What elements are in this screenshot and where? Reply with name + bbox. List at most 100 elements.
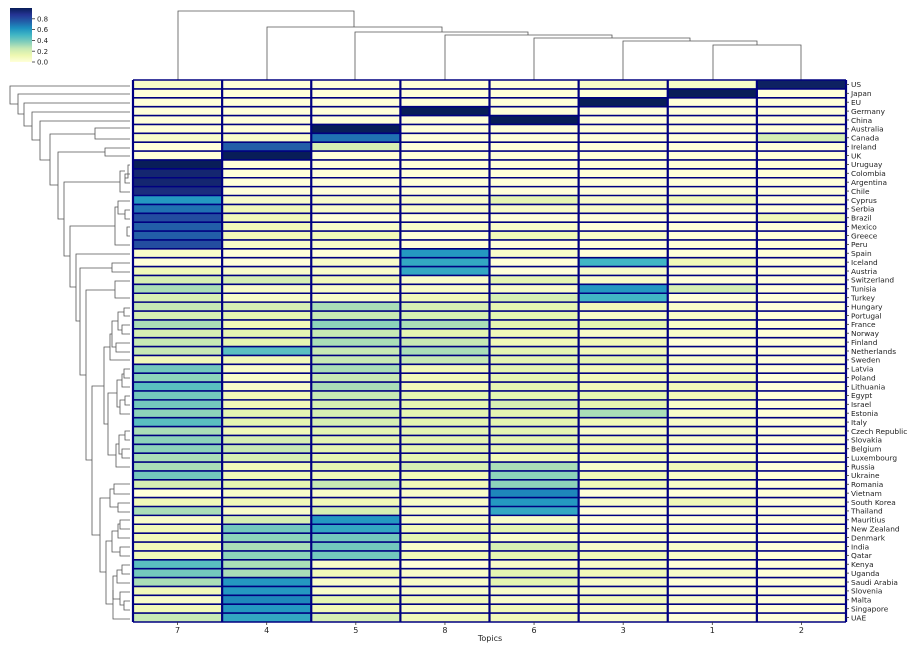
row-label: Argentina — [851, 178, 887, 187]
heatmap-cell — [400, 542, 490, 551]
heatmap-cell — [489, 284, 579, 294]
heatmap-cell — [400, 613, 490, 622]
heatmap-cell — [400, 444, 490, 454]
heatmap-cell — [222, 479, 312, 489]
row-label: Hungary — [851, 302, 883, 311]
heatmap-cell — [667, 346, 757, 356]
heatmap-cell — [400, 151, 490, 160]
heatmap-cell — [756, 151, 847, 160]
heatmap-cell — [311, 550, 401, 560]
heatmap-cell — [133, 213, 223, 223]
heatmap-cell — [578, 302, 668, 312]
heatmap-cell — [311, 204, 401, 214]
heatmap-cell — [667, 239, 757, 249]
heatmap-cell — [756, 515, 847, 525]
row-label: Romania — [851, 480, 883, 489]
heatmap-cell — [489, 195, 579, 205]
heatmap-cell — [311, 222, 401, 232]
heatmap-cell — [667, 293, 757, 303]
heatmap-cell — [311, 266, 401, 276]
heatmap-cell — [578, 284, 668, 294]
colorbar-gradient — [10, 8, 32, 62]
heatmap-cell — [133, 497, 223, 507]
heatmap-cell — [311, 355, 401, 365]
row-label: Cyprus — [851, 196, 877, 205]
heatmap-cell — [578, 80, 668, 89]
heatmap-cell — [667, 479, 757, 489]
heatmap-cell — [756, 390, 847, 400]
heatmap-cell — [400, 524, 490, 534]
heatmap-cell — [400, 106, 490, 116]
heatmap-cell — [133, 239, 223, 249]
heatmap-cell — [667, 195, 757, 205]
heatmap-cell — [756, 364, 847, 374]
heatmap-cell — [489, 488, 579, 498]
heatmap-cell — [311, 488, 401, 498]
heatmap-cell — [311, 479, 401, 489]
heatmap-cell — [311, 97, 401, 107]
heatmap-cell — [756, 115, 847, 125]
heatmap-cell — [489, 497, 579, 507]
heatmap-cell — [311, 231, 401, 240]
heatmap-cell — [578, 319, 668, 329]
heatmap-cell — [756, 257, 847, 267]
heatmap-cell — [400, 408, 490, 418]
heatmap-cell — [400, 533, 490, 543]
heatmap-cell — [400, 390, 490, 400]
row-label: Ireland — [851, 142, 877, 151]
heatmap-cell — [489, 515, 579, 525]
heatmap-cell — [756, 186, 847, 196]
heatmap-cell — [133, 577, 223, 587]
heatmap-cell — [667, 355, 757, 365]
heatmap-cell — [578, 533, 668, 543]
heatmap-cell — [400, 239, 490, 249]
column-label: 3 — [621, 626, 626, 635]
row-label: Serbia — [851, 205, 875, 214]
row-label: Thailand — [850, 507, 883, 516]
heatmap-cell — [133, 168, 223, 178]
heatmap-cell — [489, 257, 579, 267]
column-labels: 7 4 5 8 6 3 1 2 — [175, 622, 804, 635]
heatmap-cell — [133, 177, 223, 187]
row-label: Egypt — [851, 391, 872, 400]
row-label: South Korea — [851, 498, 896, 507]
heatmap-cell — [489, 444, 579, 454]
heatmap-cell — [222, 88, 312, 98]
heatmap-cell — [489, 293, 579, 303]
heatmap-cell — [489, 159, 579, 169]
row-label: Japan — [850, 89, 872, 98]
heatmap-cell — [133, 444, 223, 454]
heatmap-cell — [222, 257, 312, 267]
heatmap-cell — [222, 382, 312, 391]
heatmap-cell — [578, 97, 668, 107]
heatmap-cell — [489, 577, 579, 587]
heatmap-cell — [311, 328, 401, 338]
heatmap-cell — [489, 239, 579, 249]
heatmap-cell — [578, 488, 668, 498]
heatmap-cell — [667, 470, 757, 480]
heatmap-cell — [222, 151, 312, 160]
heatmap-cell — [578, 115, 668, 125]
heatmap-cell — [667, 151, 757, 160]
heatmap-cell — [133, 204, 223, 214]
heatmap-cell — [756, 311, 847, 320]
heatmap-cell — [489, 168, 579, 178]
heatmap-cell — [578, 239, 668, 249]
heatmap-cell — [578, 106, 668, 116]
heatmap-cell — [133, 399, 223, 409]
heatmap-cell — [578, 586, 668, 596]
heatmap-cell — [222, 115, 312, 125]
heatmap-cell — [222, 106, 312, 116]
heatmap-cell — [578, 462, 668, 471]
heatmap-cell — [756, 124, 847, 134]
row-label: US — [851, 80, 861, 89]
heatmap-cell — [756, 213, 847, 223]
heatmap-cell — [400, 515, 490, 525]
heatmap-cell — [756, 435, 847, 445]
heatmap-cell — [400, 346, 490, 356]
heatmap-cell — [489, 213, 579, 223]
row-label: Canada — [851, 134, 879, 143]
heatmap-cell — [578, 426, 668, 436]
colorbar-tick-label: 0.8 — [37, 15, 48, 23]
